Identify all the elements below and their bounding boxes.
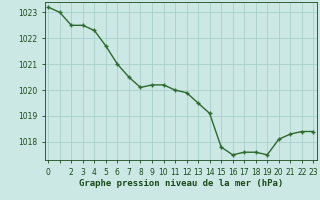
X-axis label: Graphe pression niveau de la mer (hPa): Graphe pression niveau de la mer (hPa) xyxy=(79,179,283,188)
